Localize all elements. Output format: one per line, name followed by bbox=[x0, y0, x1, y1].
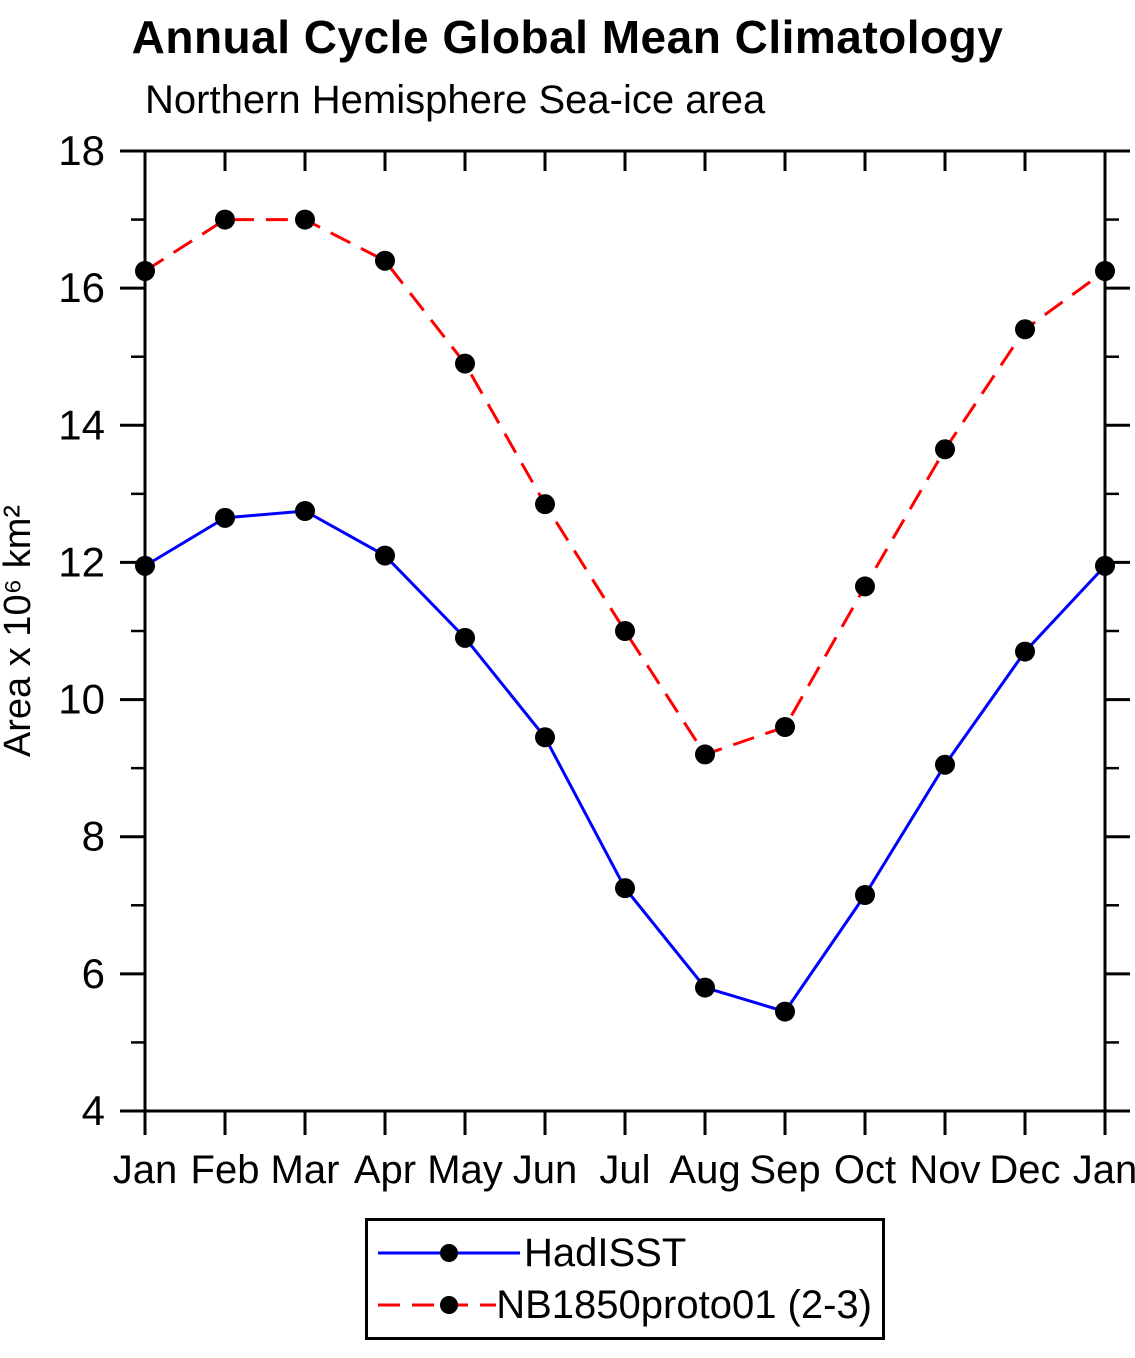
data-point-marker bbox=[375, 545, 395, 566]
x-tick-label: Jul bbox=[599, 1148, 650, 1192]
chart-title: Annual Cycle Global Mean Climatology bbox=[131, 11, 1004, 63]
legend-label: HadISST bbox=[524, 1230, 687, 1275]
y-tick-label: 16 bbox=[58, 264, 105, 311]
data-point-marker bbox=[935, 754, 955, 775]
data-point-marker bbox=[135, 261, 155, 281]
y-tick-label: 6 bbox=[82, 950, 105, 997]
data-point-marker bbox=[295, 209, 315, 230]
legend-sample-solid-line bbox=[378, 1244, 520, 1262]
data-point-marker bbox=[135, 555, 155, 576]
x-tick-label: Apr bbox=[354, 1148, 416, 1192]
y-tick-label: 10 bbox=[58, 676, 105, 723]
data-point-marker bbox=[935, 439, 955, 460]
data-point-marker bbox=[615, 621, 635, 641]
x-tick-label: May bbox=[427, 1148, 503, 1192]
series-line-hadisst bbox=[144, 509, 1107, 1014]
x-tick-label: Jan bbox=[1073, 1148, 1135, 1192]
series-line-nb1850proto01-2-3- bbox=[144, 218, 1106, 757]
legend-item-hadisst: HadISST bbox=[374, 1227, 872, 1279]
data-point-marker bbox=[215, 507, 235, 528]
data-point-marker bbox=[855, 576, 875, 597]
x-tick-label: Jun bbox=[513, 1148, 578, 1192]
y-tick-label: 18 bbox=[58, 127, 105, 174]
chart-subtitle: Northern Hemisphere Sea-ice area bbox=[145, 78, 766, 122]
y-tick-label: 14 bbox=[58, 401, 105, 448]
x-tick-label: Oct bbox=[834, 1148, 896, 1192]
y-tick-label: 12 bbox=[58, 538, 105, 585]
legend-marker bbox=[440, 1244, 458, 1262]
x-tick-label: Feb bbox=[191, 1148, 260, 1192]
chart-legend: HadISST NB1850proto01 (2-3) bbox=[365, 1218, 885, 1340]
legend-item-nb1850proto01-2-3-: NB1850proto01 (2-3) bbox=[374, 1279, 872, 1331]
data-point-marker bbox=[535, 727, 555, 748]
x-tick-label: Nov bbox=[909, 1148, 980, 1192]
data-point-marker bbox=[615, 878, 635, 899]
data-point-marker bbox=[535, 494, 555, 515]
x-tick-label: Aug bbox=[669, 1148, 740, 1192]
x-tick-label: Sep bbox=[749, 1148, 820, 1192]
line-chart-plot: 4 6 8 10 12 14 16 18 Jan Feb Mar Apr May Jun Jul Aug Sep… bbox=[0, 127, 1135, 1192]
data-point-marker bbox=[215, 209, 235, 230]
data-point-marker bbox=[455, 353, 475, 374]
x-tick-label: Jan bbox=[113, 1148, 178, 1192]
legend-label: NB1850proto01 (2-3) bbox=[496, 1282, 872, 1327]
data-point-marker bbox=[695, 744, 715, 765]
data-point-marker bbox=[775, 717, 795, 737]
y-tick-label: 8 bbox=[82, 813, 105, 860]
data-point-marker bbox=[455, 627, 475, 648]
data-point-marker bbox=[1015, 319, 1035, 340]
x-tick-label: Mar bbox=[271, 1148, 340, 1192]
data-point-marker bbox=[1015, 641, 1035, 662]
data-point-marker bbox=[295, 501, 315, 521]
data-point-marker bbox=[375, 250, 395, 271]
data-point-marker bbox=[855, 885, 875, 905]
x-tick-label: Dec bbox=[989, 1148, 1060, 1192]
legend-sample-dashed-line bbox=[378, 1296, 497, 1314]
legend-marker bbox=[440, 1296, 458, 1314]
data-point-marker bbox=[775, 1001, 795, 1022]
data-point-marker bbox=[1095, 261, 1115, 281]
data-point-marker bbox=[1095, 555, 1115, 576]
y-tick-label: 4 bbox=[82, 1087, 105, 1134]
y-axis-label: Area x 10⁶ km² bbox=[0, 505, 39, 757]
data-point-marker bbox=[695, 977, 715, 998]
